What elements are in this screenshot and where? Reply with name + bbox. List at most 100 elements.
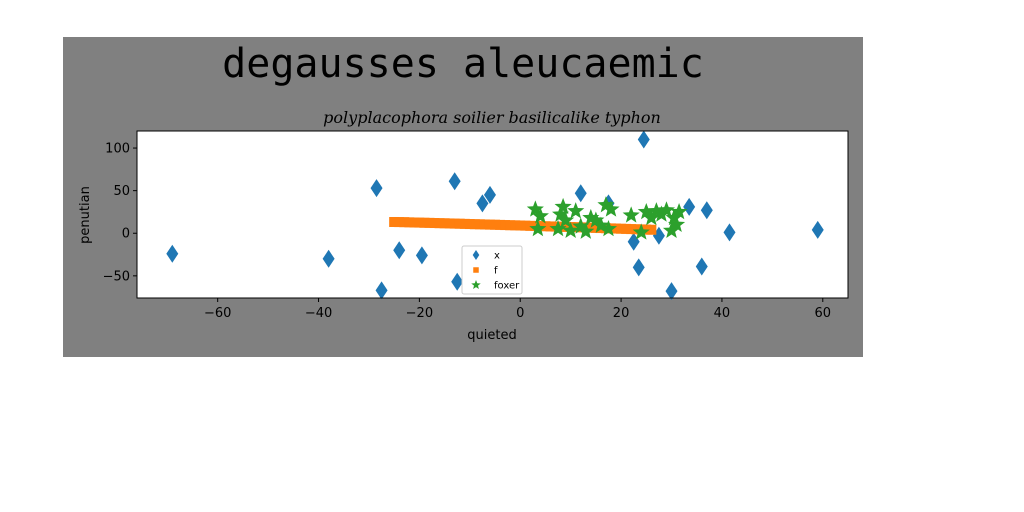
data-point-f-25	[515, 220, 526, 231]
data-point-x-10	[574, 184, 587, 203]
legend-label-foxer: foxer	[494, 281, 520, 292]
x-axis-label: quieted	[467, 328, 516, 343]
legend-marker-foxer	[471, 280, 481, 289]
data-point-x-21	[811, 220, 824, 239]
data-point-x-4	[393, 241, 406, 260]
x-axis: −60 −40 −20 0 20 40 60	[204, 298, 831, 321]
data-point-foxer-25	[665, 208, 683, 226]
data-point-foxer-20	[642, 208, 660, 226]
data-point-x-7	[451, 272, 464, 291]
data-point-f-17	[474, 219, 485, 230]
data-point-x-16	[665, 282, 678, 301]
data-point-x-2	[370, 179, 383, 198]
data-point-foxer-7	[562, 221, 580, 238]
x-tick-label: 20	[613, 306, 630, 321]
data-point-f-20	[490, 219, 501, 230]
data-point-foxer-14	[597, 196, 615, 213]
data-point-f-2	[399, 217, 410, 228]
data-point-f-11	[444, 218, 455, 229]
data-point-f-39	[585, 222, 596, 233]
data-point-f-15	[464, 219, 475, 230]
data-point-x-17	[683, 197, 696, 216]
data-point-foxer-19	[637, 202, 655, 220]
data-point-foxer-13	[592, 216, 610, 233]
data-point-x-14	[637, 130, 650, 149]
data-point-foxer-16	[602, 200, 620, 217]
data-point-f-10	[439, 218, 450, 229]
data-point-foxer-2	[531, 207, 549, 224]
data-point-foxer-11	[582, 208, 600, 226]
data-point-f-12	[449, 218, 460, 229]
data-point-f-40	[590, 222, 601, 233]
data-point-foxer-3	[549, 219, 567, 237]
data-point-f-22	[500, 220, 511, 231]
data-point-foxer-0	[526, 200, 544, 217]
y-tick-label: 0	[122, 227, 130, 242]
data-point-f-51	[646, 224, 657, 235]
data-point-foxer-26	[667, 215, 686, 233]
y-tick-label: −50	[103, 269, 130, 284]
x-tick-label: 40	[714, 306, 731, 321]
data-point-f-3	[404, 217, 415, 228]
data-point-f-6	[419, 217, 430, 228]
x-tick-label: −20	[406, 306, 433, 321]
data-point-foxer-9	[572, 217, 590, 234]
data-point-foxer-8	[567, 202, 585, 219]
data-point-x-18	[695, 257, 708, 276]
data-point-foxer-10	[577, 222, 595, 239]
data-point-f-16	[469, 219, 480, 230]
data-point-f-18	[479, 219, 490, 230]
data-point-f-5	[414, 217, 425, 228]
data-point-f-26	[520, 220, 531, 231]
data-point-f-48	[631, 224, 642, 235]
data-point-f-14	[459, 218, 470, 229]
data-point-x-3	[375, 281, 388, 300]
data-point-x-5	[415, 246, 428, 265]
legend-marker-x	[472, 250, 480, 260]
data-point-foxer-15	[599, 219, 618, 237]
data-point-f-23	[505, 220, 516, 231]
y-axis: −50 0 50 100	[103, 142, 137, 284]
data-point-f-21	[495, 219, 506, 230]
data-point-x-19	[700, 201, 713, 220]
data-point-foxer-12	[587, 211, 605, 228]
x-tick-label: −40	[305, 306, 332, 321]
data-point-foxer-6	[557, 211, 575, 228]
legend-label-x: x	[494, 251, 500, 262]
data-point-x-13	[632, 258, 645, 277]
y-axis-label: penutian	[78, 186, 93, 244]
data-point-foxer-27	[670, 202, 688, 220]
data-point-f-27	[525, 220, 536, 231]
data-point-f-0	[389, 216, 400, 227]
plot-frame	[136, 130, 849, 299]
data-point-foxer-23	[657, 201, 676, 218]
data-point-f-13	[454, 218, 465, 229]
data-point-foxer-17	[622, 206, 640, 223]
y-tick-label: 100	[105, 142, 130, 157]
x-tick-label: −60	[204, 306, 231, 321]
data-point-f-44	[611, 223, 622, 234]
legend-marker-f	[473, 267, 479, 273]
data-point-foxer-22	[652, 205, 670, 222]
data-point-f-24	[510, 220, 521, 231]
data-point-f-45	[616, 223, 627, 234]
data-point-foxer-21	[647, 202, 665, 219]
x-tick-label: 0	[516, 306, 524, 321]
data-point-f-1	[394, 217, 405, 228]
y-tick-label: 50	[113, 184, 130, 199]
data-point-x-9	[483, 185, 496, 204]
data-point-foxer-1	[529, 219, 547, 237]
data-point-f-36	[570, 222, 581, 233]
data-point-foxer-5	[554, 197, 572, 215]
data-point-f-8	[429, 218, 440, 229]
data-marks	[166, 130, 824, 301]
data-point-f-4	[409, 217, 420, 228]
data-point-foxer-18	[632, 223, 650, 240]
data-point-foxer-24	[662, 221, 681, 238]
data-point-f-46	[621, 223, 632, 234]
legend-label-f: f	[494, 266, 498, 277]
data-point-x-1	[322, 249, 335, 268]
data-point-x-8	[476, 194, 489, 213]
data-point-foxer-4	[552, 205, 570, 222]
